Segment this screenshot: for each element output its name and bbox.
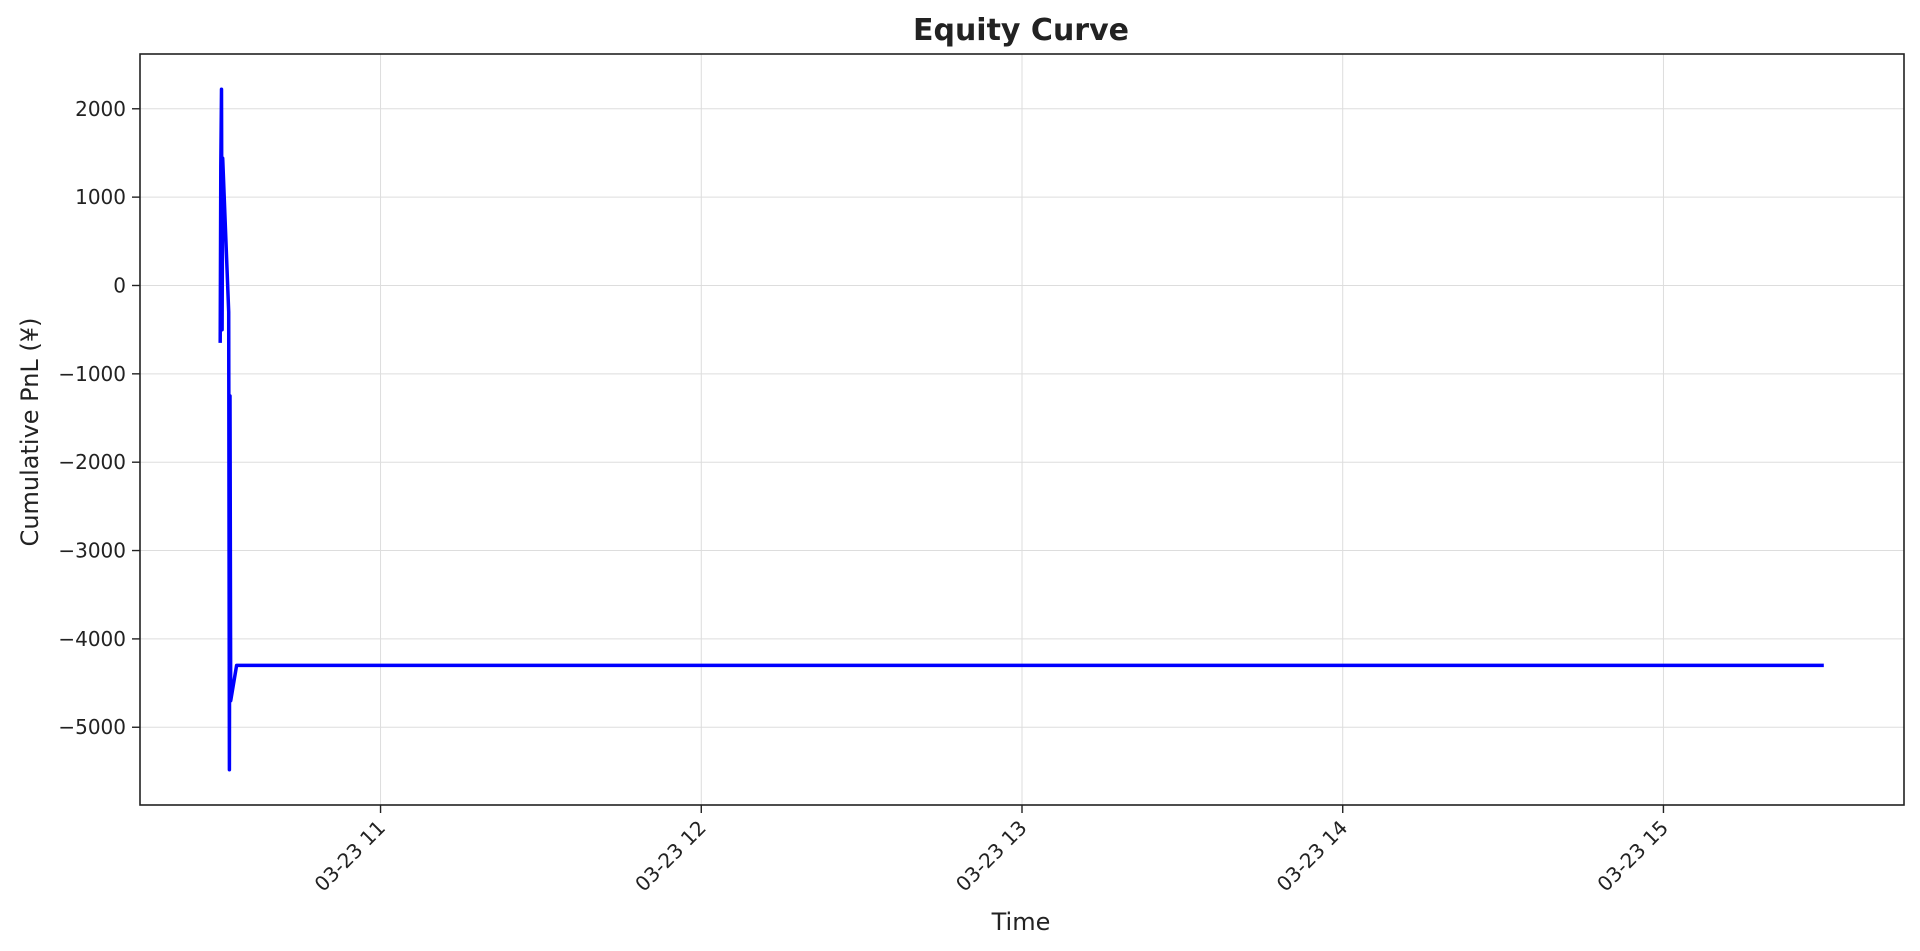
y-tick-label: −1000 — [58, 362, 126, 386]
x-axis-label: Time — [991, 908, 1051, 936]
grid-lines — [140, 54, 1904, 805]
x-tick-label: 03-23 12 — [630, 816, 711, 897]
series-line — [218, 87, 1824, 772]
y-tick-label: 1000 — [75, 185, 126, 209]
x-tick-label: 03-23 14 — [1272, 816, 1353, 897]
x-tick-label: 03-23 13 — [951, 816, 1032, 897]
y-tick-label: −2000 — [58, 450, 126, 474]
chart-title: Equity Curve — [913, 13, 1129, 48]
x-axis-ticks: 03-23 11 03-23 12 03-23 13 03-23 14 03-23 15 — [310, 805, 1673, 896]
y-tick-label: 2000 — [75, 97, 126, 121]
x-tick-label: 03-23 15 — [1592, 816, 1673, 897]
x-tick-label: 03-23 11 — [310, 816, 391, 897]
y-tick-label: −4000 — [58, 627, 126, 651]
y-axis-ticks: 2000 1000 0 −1000 −2000 −3000 −4000 −5000 — [58, 97, 140, 739]
y-axis-label: Cumulative PnL (¥) — [16, 318, 44, 547]
y-tick-label: −3000 — [58, 539, 126, 563]
series-lines — [218, 87, 1824, 772]
y-tick-label: −5000 — [58, 715, 126, 739]
y-tick-label: 0 — [113, 273, 126, 297]
